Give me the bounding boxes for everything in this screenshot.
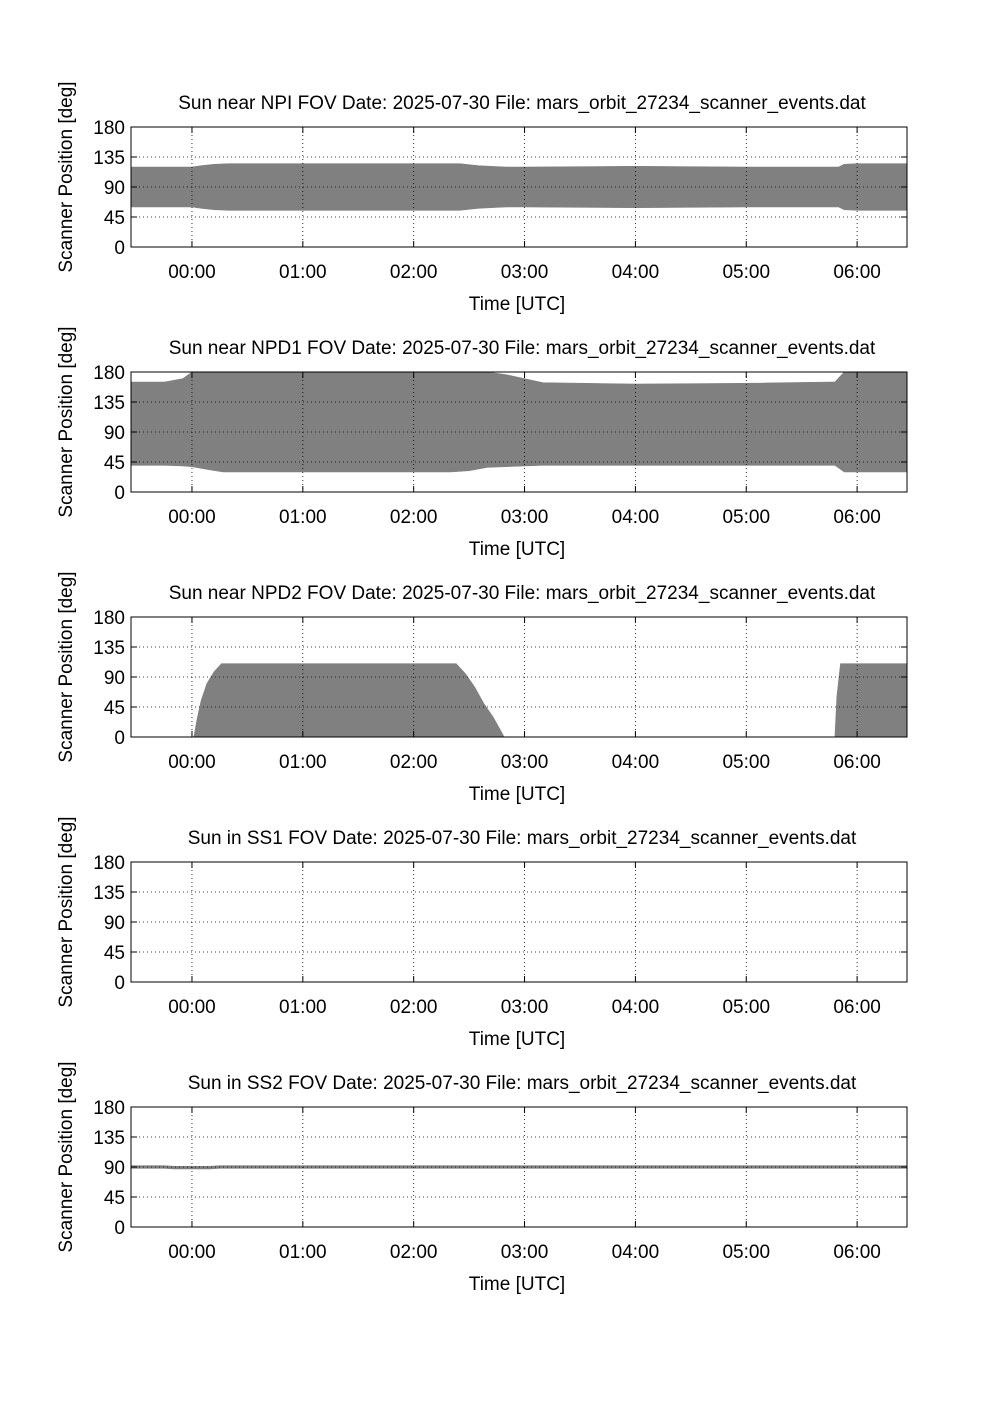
x-axis-label: Time [UTC] — [469, 294, 565, 315]
y-tick-label: 90 — [104, 913, 125, 934]
x-tick-label: 04:00 — [612, 507, 660, 528]
chart-title: Sun near NPI FOV Date: 2025-07-30 File: … — [178, 93, 866, 114]
x-tick-label: 03:00 — [501, 507, 549, 528]
x-tick-label: 06:00 — [833, 1242, 881, 1263]
x-tick-label: 05:00 — [722, 262, 770, 283]
x-tick-label: 02:00 — [390, 1242, 438, 1263]
y-tick-label: 45 — [104, 698, 125, 719]
x-tick-label: 02:00 — [390, 507, 438, 528]
grid-lines — [131, 127, 907, 247]
grid-lines — [131, 1107, 907, 1227]
x-tick-label: 00:00 — [168, 262, 216, 283]
y-tick-label: 135 — [93, 883, 125, 904]
chart-title: Sun in SS2 FOV Date: 2025-07-30 File: ma… — [188, 1073, 857, 1094]
x-tick-label: 05:00 — [722, 507, 770, 528]
x-tick-label: 04:00 — [612, 997, 660, 1018]
series-area-1 — [130, 371, 908, 473]
y-tick-label: 90 — [104, 668, 125, 689]
grid-lines — [131, 862, 907, 982]
x-axis-label: Time [UTC] — [469, 784, 565, 805]
y-axis-label: Scanner Position [deg] — [56, 81, 77, 272]
x-tick-label: 00:00 — [168, 752, 216, 773]
y-tick-label: 135 — [93, 393, 125, 414]
y-axis-label: Scanner Position [deg] — [56, 571, 77, 762]
x-tick-label: 00:00 — [168, 1242, 216, 1263]
x-axis-label: Time [UTC] — [469, 539, 565, 560]
x-tick-label: 05:00 — [722, 997, 770, 1018]
x-tick-label: 04:00 — [612, 262, 660, 283]
x-tick-label: 03:00 — [501, 262, 549, 283]
x-tick-label: 06:00 — [833, 262, 881, 283]
y-tick-label: 135 — [93, 148, 125, 169]
x-tick-label: 00:00 — [168, 507, 216, 528]
y-tick-label: 0 — [114, 728, 125, 749]
y-axis-label: Scanner Position [deg] — [56, 326, 77, 517]
y-tick-label: 90 — [104, 1158, 125, 1179]
x-tick-label: 01:00 — [279, 507, 327, 528]
x-tick-label: 06:00 — [833, 997, 881, 1018]
y-tick-label: 135 — [93, 638, 125, 659]
y-tick-label: 180 — [93, 363, 125, 384]
x-tick-label: 01:00 — [279, 1242, 327, 1263]
chart-title: Sun in SS1 FOV Date: 2025-07-30 File: ma… — [188, 828, 857, 849]
x-tick-label: 02:00 — [390, 997, 438, 1018]
y-tick-label: 90 — [104, 423, 125, 444]
chart-panel-2: Sun near NPD1 FOV Date: 2025-07-30 File:… — [56, 326, 908, 560]
y-tick-label: 45 — [104, 208, 125, 229]
x-tick-label: 03:00 — [501, 1242, 549, 1263]
y-tick-label: 45 — [104, 1188, 125, 1209]
y-tick-label: 45 — [104, 453, 125, 474]
y-tick-label: 0 — [114, 483, 125, 504]
chart-title: Sun near NPD1 FOV Date: 2025-07-30 File:… — [169, 338, 876, 359]
chart-panel-5: Sun in SS2 FOV Date: 2025-07-30 File: ma… — [56, 1061, 908, 1295]
x-tick-label: 03:00 — [501, 997, 549, 1018]
x-tick-label: 01:00 — [279, 752, 327, 773]
chart-title: Sun near NPD2 FOV Date: 2025-07-30 File:… — [169, 583, 876, 604]
x-axis-label: Time [UTC] — [469, 1029, 565, 1050]
y-tick-label: 0 — [114, 238, 125, 259]
x-axis-label: Time [UTC] — [469, 1274, 565, 1295]
y-tick-label: 45 — [104, 943, 125, 964]
series-area-1 — [131, 663, 908, 738]
series-group — [131, 663, 908, 738]
y-tick-label: 135 — [93, 1128, 125, 1149]
x-tick-label: 06:00 — [833, 752, 881, 773]
y-tick-label: 0 — [114, 1218, 125, 1239]
chart-panel-4: Sun in SS1 FOV Date: 2025-07-30 File: ma… — [56, 816, 908, 1050]
y-tick-label: 180 — [93, 118, 125, 139]
y-tick-label: 180 — [93, 608, 125, 629]
x-tick-label: 04:00 — [612, 752, 660, 773]
chart-panel-3: Sun near NPD2 FOV Date: 2025-07-30 File:… — [56, 571, 908, 805]
x-tick-label: 00:00 — [168, 997, 216, 1018]
x-tick-label: 03:00 — [501, 752, 549, 773]
y-axis-label: Scanner Position [deg] — [56, 816, 77, 1007]
y-tick-label: 180 — [93, 853, 125, 874]
x-tick-label: 02:00 — [390, 752, 438, 773]
grid-lines — [131, 372, 907, 492]
y-tick-label: 0 — [114, 973, 125, 994]
x-tick-label: 05:00 — [722, 1242, 770, 1263]
y-axis-label: Scanner Position [deg] — [56, 1061, 77, 1252]
y-tick-label: 180 — [93, 1098, 125, 1119]
x-tick-label: 02:00 — [390, 262, 438, 283]
x-tick-label: 04:00 — [612, 1242, 660, 1263]
x-tick-label: 06:00 — [833, 507, 881, 528]
grid-lines — [131, 617, 907, 737]
x-tick-label: 05:00 — [722, 752, 770, 773]
x-tick-label: 01:00 — [279, 262, 327, 283]
y-tick-label: 90 — [104, 178, 125, 199]
chart-panel-1: Sun near NPI FOV Date: 2025-07-30 File: … — [56, 81, 908, 315]
x-tick-label: 01:00 — [279, 997, 327, 1018]
series-group — [130, 371, 908, 473]
